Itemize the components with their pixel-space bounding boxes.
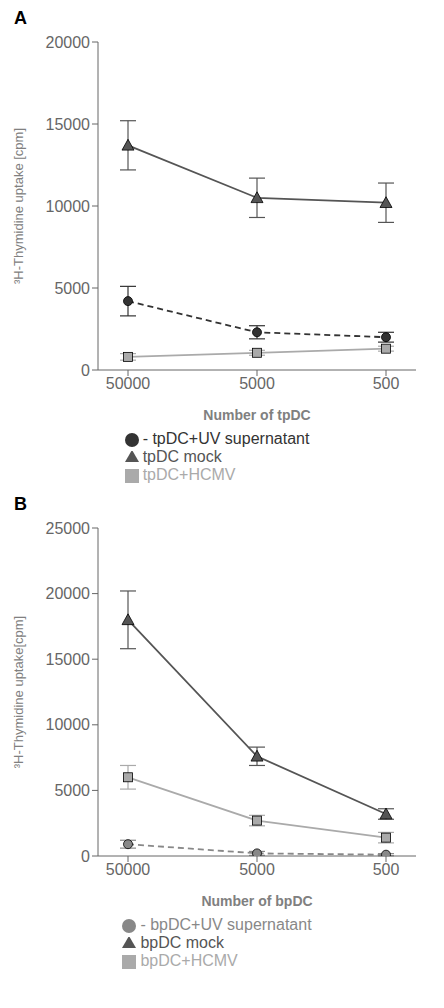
svg-text:15000: 15000 bbox=[46, 116, 91, 133]
html-text:A: A bbox=[14, 8, 27, 28]
html-text:- tpDC+UV supernatant: - tpDC+UV supernatant bbox=[142, 430, 310, 447]
html-text:tpDC mock: tpDC mock bbox=[142, 448, 222, 465]
svg-text:50000: 50000 bbox=[106, 375, 151, 392]
svg-text:50000: 50000 bbox=[106, 861, 151, 878]
html-text:B: B bbox=[14, 494, 27, 514]
html-text:bpDC+HCMV: bpDC+HCMV bbox=[140, 952, 238, 969]
svg-text:Number of tpDC: Number of tpDC bbox=[203, 407, 310, 423]
svg-text:³H-Thymidine uptake[cpm]: ³H-Thymidine uptake[cpm] bbox=[11, 616, 26, 768]
svg-text:25000: 25000 bbox=[46, 520, 91, 537]
svg-text:500: 500 bbox=[373, 861, 400, 878]
svg-text:Number of bpDC: Number of bpDC bbox=[201, 893, 312, 909]
svg-text:20000: 20000 bbox=[46, 34, 91, 51]
html-text:bpDC mock: bpDC mock bbox=[140, 934, 224, 951]
svg-text:0: 0 bbox=[81, 362, 90, 379]
svg-text:5000: 5000 bbox=[239, 375, 275, 392]
svg-text:10000: 10000 bbox=[46, 198, 91, 215]
svg-text:³H-Thymidine uptake [cpm]: ³H-Thymidine uptake [cpm] bbox=[11, 128, 26, 284]
svg-text:5000: 5000 bbox=[54, 782, 90, 799]
svg-text:15000: 15000 bbox=[46, 651, 91, 668]
svg-text:5000: 5000 bbox=[54, 280, 90, 297]
svg-text:500: 500 bbox=[373, 375, 400, 392]
svg-text:20000: 20000 bbox=[46, 585, 91, 602]
svg-text:5000: 5000 bbox=[239, 861, 275, 878]
svg-text:10000: 10000 bbox=[46, 716, 91, 733]
svg-text:0: 0 bbox=[81, 848, 90, 865]
html-text:tpDC+HCMV: tpDC+HCMV bbox=[142, 466, 236, 483]
html-text:- bpDC+UV supernatant: - bpDC+UV supernatant bbox=[140, 916, 312, 933]
